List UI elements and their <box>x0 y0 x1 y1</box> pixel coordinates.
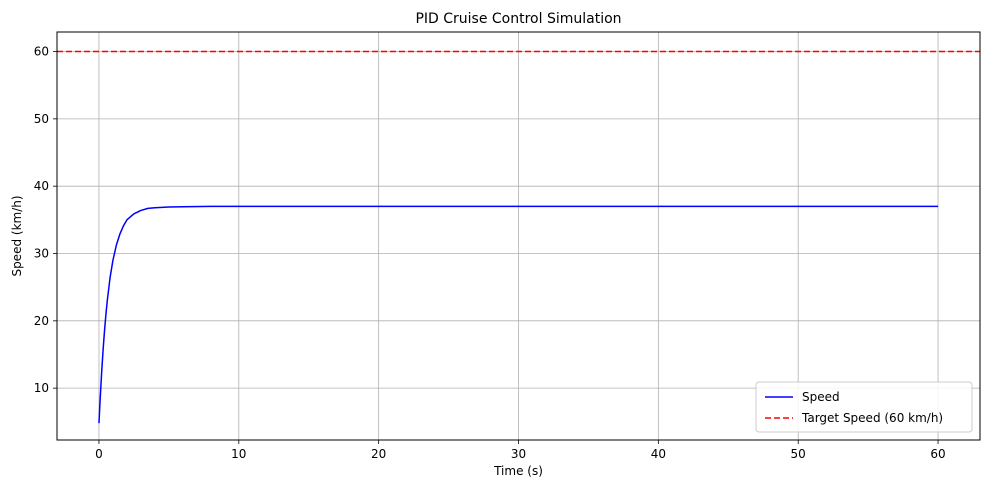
x-tick-label: 0 <box>95 447 103 461</box>
y-tick-label: 40 <box>34 179 49 193</box>
x-axis: 0 10 20 30 40 50 60 <box>95 440 946 461</box>
y-tick-label: 20 <box>34 314 49 328</box>
x-tick-label: 40 <box>651 447 666 461</box>
x-tick-label: 20 <box>371 447 386 461</box>
chart-title: PID Cruise Control Simulation <box>415 11 621 27</box>
legend-label: Target Speed (60 km/h) <box>801 411 943 425</box>
y-tick-label: 10 <box>34 381 49 395</box>
series-layer <box>57 50 980 424</box>
x-axis-label: Time (s) <box>493 464 543 478</box>
x-tick-label: 50 <box>791 447 806 461</box>
grid <box>57 32 980 440</box>
x-tick-label: 10 <box>231 447 246 461</box>
y-tick-label: 30 <box>34 247 49 261</box>
legend-box <box>755 381 973 433</box>
y-axis: 10 20 30 40 50 60 <box>34 45 57 395</box>
y-tick-label: 50 <box>34 112 49 126</box>
y-axis-label: Speed (km/h) <box>10 195 24 276</box>
y-tick-label: 60 <box>34 45 49 59</box>
legend: Speed Target Speed (60 km/h) <box>755 381 973 433</box>
legend-label: Speed <box>802 390 840 404</box>
x-tick-label: 30 <box>511 447 526 461</box>
speed-line <box>98 205 939 424</box>
x-tick-label: 60 <box>930 447 945 461</box>
